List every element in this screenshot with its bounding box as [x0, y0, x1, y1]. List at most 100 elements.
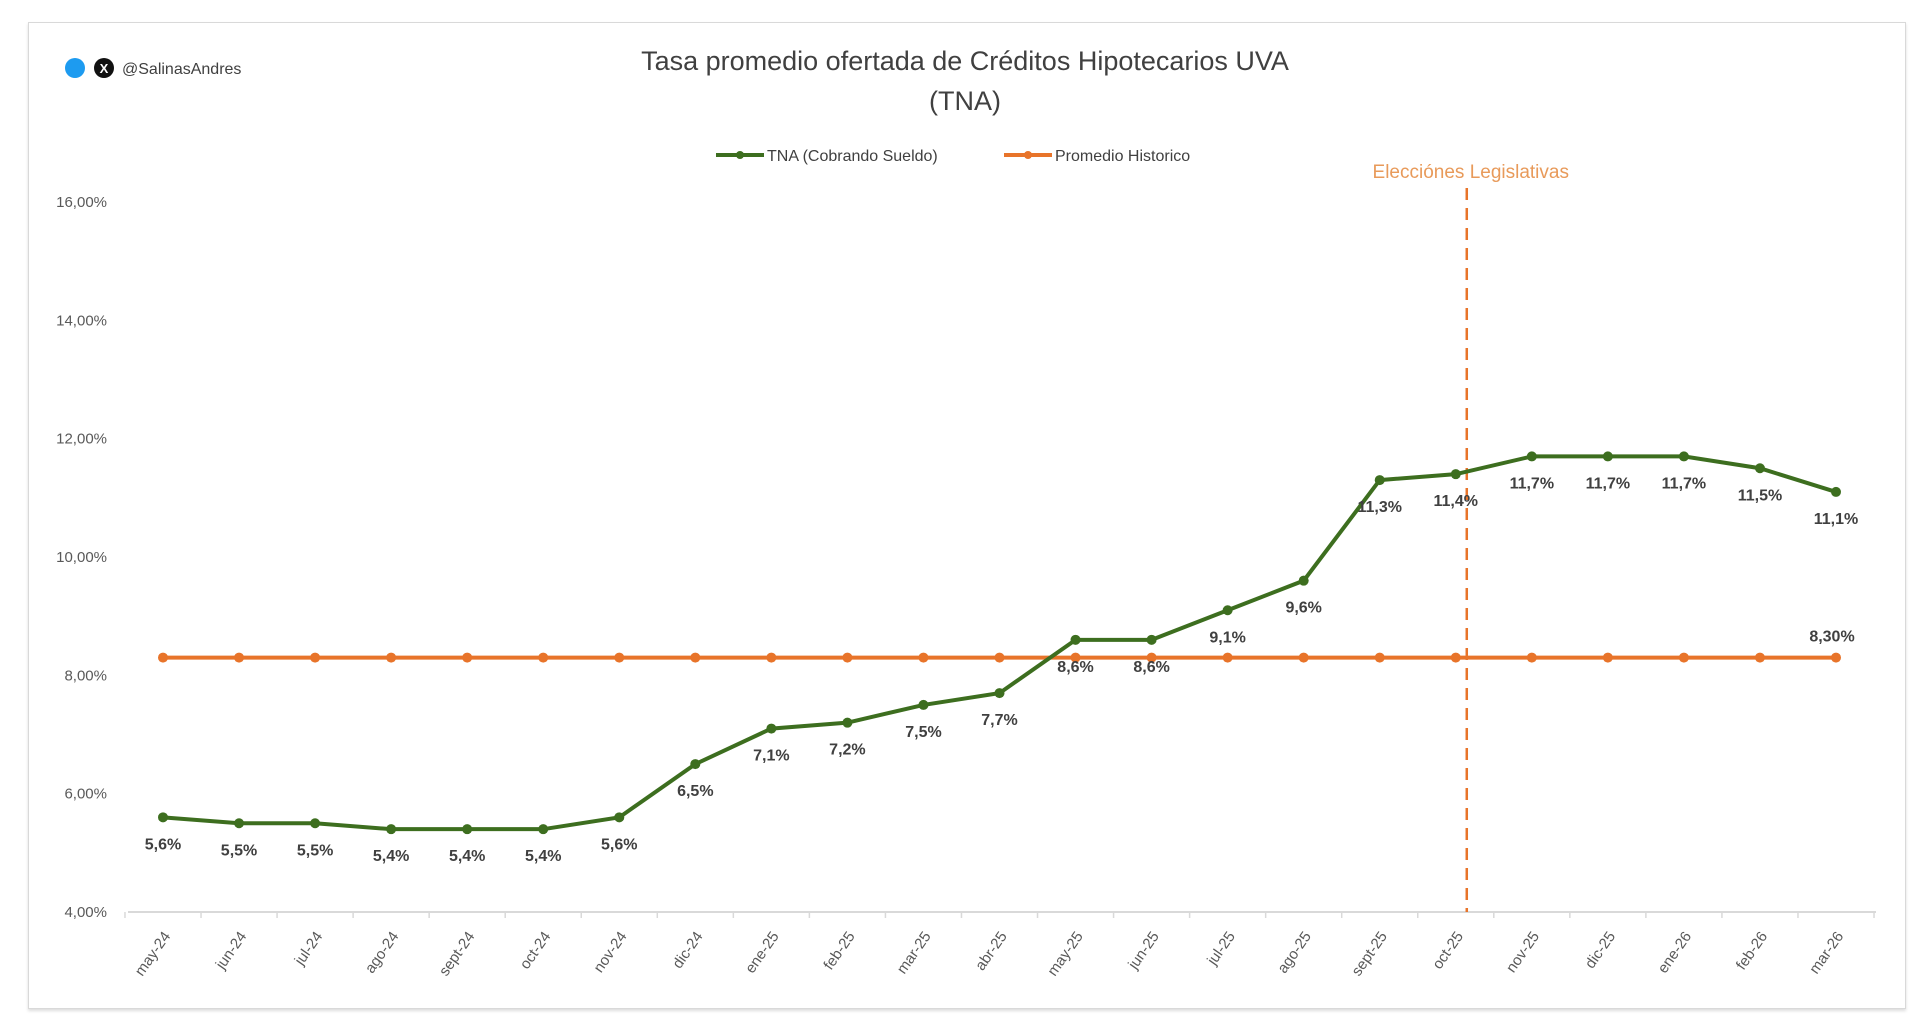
data-point	[1070, 652, 1081, 663]
data-label: 5,5%	[297, 842, 333, 859]
data-point	[766, 652, 777, 663]
y-tick-label: 8,00%	[64, 667, 107, 684]
data-point	[1374, 475, 1385, 486]
x-tick-label: feb-26	[1733, 929, 1771, 974]
y-tick-label: 12,00%	[56, 431, 107, 448]
y-tick-label: 14,00%	[56, 312, 107, 329]
data-point	[158, 812, 168, 823]
legend-label-promedio: Promedio Historico	[1055, 148, 1190, 165]
x-tick-label: mar-25	[894, 929, 935, 978]
data-point	[1602, 451, 1613, 462]
series-line	[162, 454, 1837, 832]
branding: X @SalinasAndres	[65, 58, 241, 78]
data-point	[234, 818, 245, 829]
data-label: 11,4%	[1434, 493, 1478, 510]
annotation: Elecciónes Legislativas	[1373, 162, 1569, 912]
data-point	[310, 818, 321, 829]
legend-label-tna: TNA (Cobrando Sueldo)	[767, 148, 938, 165]
x-tick-label: may-25	[1044, 929, 1087, 980]
author-handle: @SalinasAndres	[122, 61, 241, 78]
x-tick-label: jul-25	[1203, 929, 1239, 970]
data-label: 5,4%	[525, 848, 561, 865]
data-point	[1222, 652, 1233, 663]
data-label: 9,6%	[1285, 600, 1321, 617]
data-point	[1298, 652, 1309, 663]
x-tick-label: oct-25	[1429, 929, 1467, 973]
data-point	[614, 652, 625, 663]
x-tick-label: oct-24	[517, 929, 555, 973]
data-point	[1678, 652, 1689, 663]
data-label: 5,4%	[373, 848, 409, 865]
data-point	[1526, 451, 1537, 462]
data-point	[1754, 463, 1765, 474]
x-tick-label: sept-25	[1348, 929, 1391, 980]
data-point	[158, 652, 168, 663]
data-label: 11,7%	[1510, 475, 1554, 492]
data-point	[538, 652, 549, 663]
data-label: 11,7%	[1586, 475, 1630, 492]
x-logo-icon	[94, 58, 114, 78]
data-label: 7,7%	[981, 712, 1017, 729]
data-label: 5,5%	[221, 842, 257, 859]
data-point	[1298, 575, 1309, 586]
data-label: 9,1%	[1209, 629, 1245, 646]
x-tick-label: may-24	[132, 929, 175, 980]
chart-subtitle: (TNA)	[929, 86, 1001, 116]
data-label: 11,3%	[1357, 499, 1401, 516]
chart-frame	[28, 22, 1906, 1009]
y-tick-label: 4,00%	[64, 904, 107, 921]
data-point	[234, 652, 245, 663]
data-label: 5,4%	[449, 848, 485, 865]
data-point	[1374, 652, 1385, 663]
data-point	[538, 824, 549, 835]
svg-text:X: X	[100, 61, 109, 76]
data-label: 11,5%	[1738, 487, 1782, 504]
data-point	[842, 717, 853, 728]
series-promedio-historico: 8,30%	[158, 629, 1855, 663]
data-point	[1678, 451, 1689, 462]
y-tick-label: 16,00%	[56, 194, 107, 211]
data-point	[1146, 652, 1157, 663]
data-point	[1070, 634, 1081, 645]
data-point	[1831, 486, 1841, 497]
x-tick-label: nov-24	[590, 929, 630, 976]
data-label: 7,1%	[753, 748, 789, 765]
series-tna: 5,6% 5,5% 5,5% 5,4% 5,4% 5,4% 5,6% 6,5% 7,1% 7,2%…	[145, 451, 1858, 865]
data-point	[994, 688, 1005, 699]
data-point	[1450, 652, 1461, 663]
data-label: 6,5%	[677, 783, 713, 800]
data-point	[994, 652, 1005, 663]
x-tick-label: ene-25	[742, 929, 783, 977]
y-tick-label: 10,00%	[56, 549, 107, 566]
data-point	[690, 652, 701, 663]
data-point	[842, 652, 853, 663]
data-label-end: 8,30%	[1809, 629, 1854, 646]
data-point	[1602, 652, 1613, 663]
data-label: 8,6%	[1133, 659, 1169, 676]
data-point	[462, 652, 473, 663]
x-tick-label: abr-25	[972, 929, 1011, 974]
x-tick-label: ene-26	[1654, 929, 1695, 977]
x-tick-label: sept-24	[436, 929, 479, 980]
chart-title: Tasa promedio ofertada de Créditos Hipot…	[641, 46, 1289, 76]
x-tick-label: ago-25	[1274, 929, 1315, 977]
data-label: 5,6%	[601, 836, 637, 853]
annotation-label: Elecciónes Legislativas	[1373, 162, 1569, 183]
data-point	[462, 824, 473, 835]
legend: TNA (Cobrando Sueldo) Promedio Historico	[716, 148, 1190, 165]
x-tick-label: dic-25	[1582, 929, 1619, 972]
data-point	[690, 759, 701, 770]
data-label: 8,6%	[1057, 659, 1093, 676]
x-tick-label: jun-24	[212, 929, 250, 974]
x-tick-label: dic-24	[669, 929, 706, 972]
twitter-bird-icon	[65, 58, 85, 78]
x-tick-label: feb-25	[820, 929, 858, 974]
data-label: 7,5%	[905, 724, 941, 741]
data-point	[1450, 469, 1461, 480]
data-point	[310, 652, 321, 663]
y-axis: 4,00% 6,00% 8,00% 10,00% 12,00% 14,00% 16,00%	[56, 194, 107, 921]
data-label: 7,2%	[829, 742, 865, 759]
data-point	[1146, 634, 1157, 645]
data-label: 5,6%	[145, 836, 181, 853]
